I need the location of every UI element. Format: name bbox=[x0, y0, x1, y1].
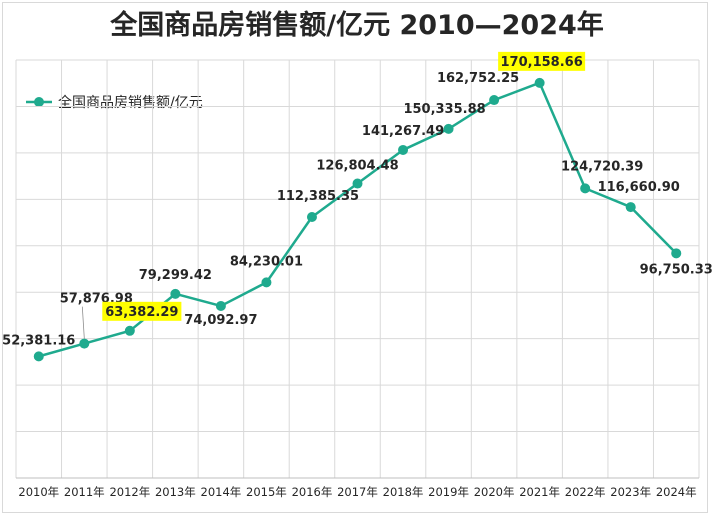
legend-marker bbox=[34, 97, 44, 107]
data-point bbox=[671, 248, 682, 259]
x-tick-label: 2016年 bbox=[292, 485, 333, 499]
chart-title: 全国商品房销售额/亿元 2010—2024年 bbox=[109, 9, 604, 41]
x-tick-label: 2017年 bbox=[337, 485, 378, 499]
grid bbox=[15, 59, 700, 478]
data-label: 84,230.01 bbox=[230, 254, 303, 269]
data-point bbox=[580, 183, 591, 194]
data-label-highlight bbox=[102, 301, 182, 321]
x-tick-label: 2010年 bbox=[18, 485, 59, 499]
data-point bbox=[215, 300, 226, 311]
data-label: 162,752.25 bbox=[437, 71, 519, 86]
data-point bbox=[398, 144, 409, 155]
data-label: 150,335.88 bbox=[403, 102, 485, 117]
legend-label: 全国商品房销售额/亿元 bbox=[58, 94, 203, 111]
label-leader-line bbox=[81, 306, 85, 339]
x-axis: 2010年 2011年 2012年 2013年 2014年 2015年 2016年 2017年… bbox=[16, 477, 699, 499]
x-tick-label: 2021年 bbox=[519, 485, 560, 499]
x-tick-label: 2022年 bbox=[565, 485, 606, 499]
data-label: 170,158.66 bbox=[501, 55, 583, 70]
data-labels: 52,381.1657,876.9863,382.2979,299.4274,0… bbox=[2, 51, 713, 348]
data-label: 126,804.48 bbox=[316, 159, 398, 174]
data-point bbox=[625, 202, 636, 213]
data-point bbox=[489, 95, 500, 106]
data-label: 52,381.16 bbox=[2, 333, 75, 348]
data-label: 141,267.49 bbox=[362, 124, 444, 139]
data-label: 74,092.97 bbox=[184, 313, 257, 328]
data-label: 63,382.29 bbox=[105, 305, 178, 320]
x-tick-label: 2023年 bbox=[610, 485, 651, 499]
x-tick-label: 2013年 bbox=[155, 485, 196, 499]
data-label: 116,660.90 bbox=[598, 180, 680, 195]
x-tick-label: 2019年 bbox=[428, 485, 469, 499]
x-tick-label: 2011年 bbox=[64, 485, 105, 499]
data-label: 96,750.33 bbox=[640, 262, 713, 277]
x-tick-label: 2024年 bbox=[656, 485, 697, 499]
data-point bbox=[124, 325, 135, 336]
x-tick-label: 2014年 bbox=[201, 485, 242, 499]
x-tick-label: 2012年 bbox=[109, 485, 150, 499]
data-label: 112,385.35 bbox=[277, 189, 359, 204]
data-point bbox=[534, 77, 545, 88]
data-point bbox=[306, 212, 317, 223]
data-point bbox=[443, 123, 454, 134]
chart-frame bbox=[2, 2, 708, 513]
data-point bbox=[352, 178, 363, 189]
x-tick-label: 2015年 bbox=[246, 485, 287, 499]
data-point bbox=[33, 351, 44, 362]
data-label-highlight bbox=[498, 51, 586, 71]
data-label: 79,299.42 bbox=[139, 268, 212, 283]
data-point bbox=[170, 288, 181, 299]
data-point bbox=[261, 277, 272, 288]
x-tick-label: 2020年 bbox=[474, 485, 515, 499]
data-label: 124,720.39 bbox=[561, 159, 643, 174]
legend: 全国商品房销售额/亿元 bbox=[26, 94, 203, 111]
data-point bbox=[79, 338, 90, 349]
x-tick-label: 2018年 bbox=[383, 485, 424, 499]
